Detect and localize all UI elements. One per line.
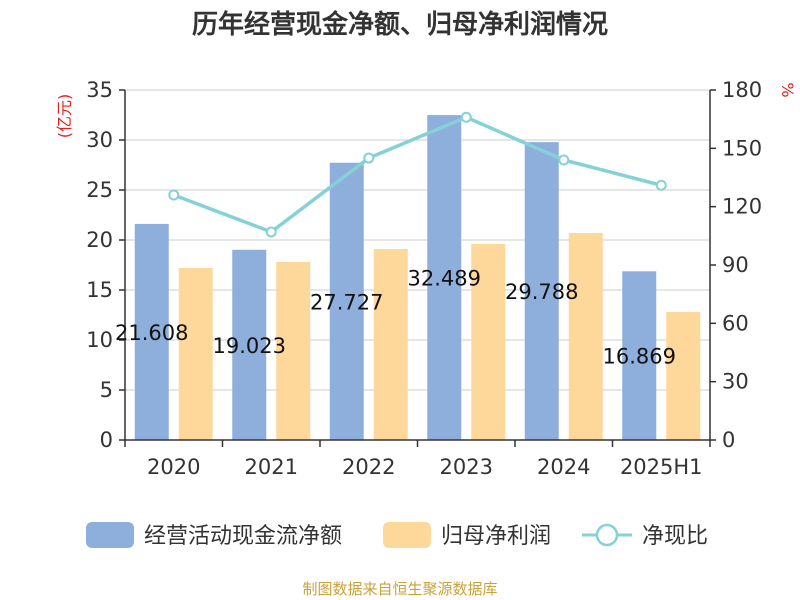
y-right-tick-label: 0 [722,428,735,452]
bar-data-label: 27.727 [310,290,383,314]
bar-data-label: 21.608 [115,321,188,345]
bar-net-profit [666,312,701,440]
bar-net-profit [276,262,311,440]
y-right-tick-label: 150 [722,136,762,160]
bar-net-profit [568,233,603,440]
y-right-tick-label: 30 [722,370,749,394]
bar-data-label: 29.788 [505,280,578,304]
y-right-tick-label: 60 [722,311,749,335]
ratio-point [265,226,277,238]
x-tick-label: 2020 [147,455,200,479]
ratio-point [363,152,375,164]
y-right-tick-label: 90 [722,253,749,277]
ratio-line [168,111,667,238]
bar-cashflow [134,223,169,440]
y-left-tick-label: 10 [86,328,113,352]
bar-cashflow [524,142,559,440]
source-note: 制图数据来自恒生聚源数据库 [302,580,498,598]
bar-net-profit [373,249,408,440]
y-left-tick-label: 35 [86,78,113,102]
legend-label-net-profit: 归母净利润 [441,524,551,549]
bar-cashflow [329,162,364,441]
grid [125,89,710,391]
y-left-axis-label: (亿元) [55,94,74,139]
x-tick-label: 2023 [440,455,493,479]
ratio-line-path [173,115,662,234]
bar-net-profit [178,268,213,440]
y-left-tick-label: 20 [86,228,113,252]
bar-cashflow [622,271,657,440]
x-tick-label: 2021 [245,455,298,479]
y-left-tick-label: 5 [100,378,113,402]
bar-cashflow [427,115,462,441]
y-right-tick-label: 180 [722,78,762,102]
ratio-point [558,154,570,166]
bars [134,115,701,441]
x-tick-label: 2022 [342,455,395,479]
y-right-axis-label: % [778,82,797,97]
y-left-tick-label: 0 [100,428,113,452]
legend-label-cashflow: 经营活动现金流净额 [144,524,342,549]
ratio-point [655,179,667,191]
bar-data-label: 16.869 [603,345,676,369]
y-left-tick-label: 30 [86,128,113,152]
ratio-point [460,111,472,123]
y-left-tick-label: 25 [86,178,113,202]
legend-label-ratio: 净现比 [642,524,708,549]
x-tick-label: 2024 [537,455,590,479]
chart-title: 历年经营现金净额、归母净利润情况 [191,10,608,40]
y-left-tick-label: 15 [86,278,113,302]
axes: 0 5 10 15 20 25 30 35 0 30 60 90 120 150 180 2020 2021 20… [55,78,797,479]
legend-swatch-net-profit [383,522,431,548]
data-labels: 21.608 19.023 27.727 32.489 29.788 16.869 [115,267,676,369]
legend-swatch-ratio-marker [595,523,619,547]
y-right-tick-label: 120 [722,195,762,219]
bar-cashflow [232,249,267,440]
bar-data-label: 19.023 [213,334,286,358]
x-tick-label: 2025H1 [620,455,703,479]
bar-data-label: 32.489 [408,267,481,291]
bar-net-profit [471,244,506,440]
legend: 经营活动现金流净额 归母净利润 净现比 [86,522,708,549]
ratio-point [168,189,180,201]
legend-swatch-cashflow [86,522,134,548]
